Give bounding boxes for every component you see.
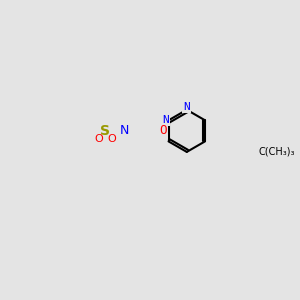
Text: N: N bbox=[120, 124, 129, 137]
Text: O: O bbox=[94, 134, 103, 143]
Text: O: O bbox=[159, 124, 166, 137]
Text: O: O bbox=[108, 134, 116, 143]
Text: N: N bbox=[162, 115, 169, 125]
Text: N: N bbox=[183, 102, 190, 112]
Text: C(CH₃)₃: C(CH₃)₃ bbox=[259, 147, 295, 157]
Text: S: S bbox=[100, 124, 110, 138]
